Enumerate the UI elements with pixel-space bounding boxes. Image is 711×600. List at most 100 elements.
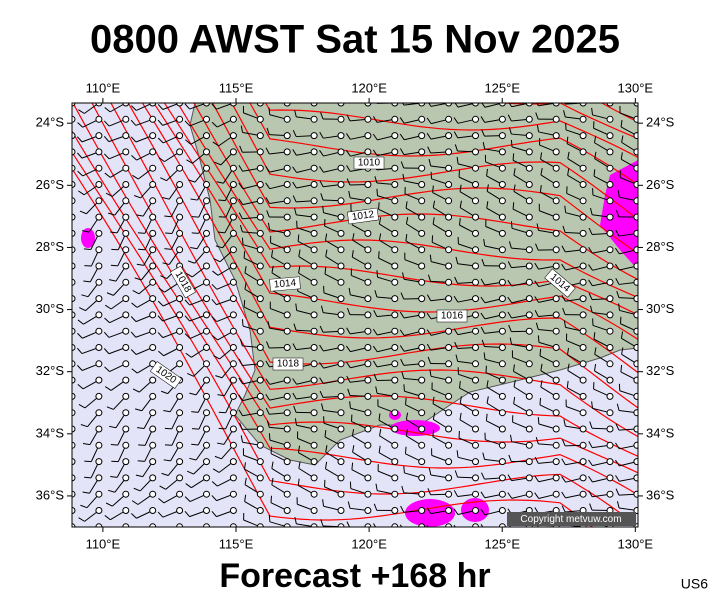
station xyxy=(633,181,638,188)
station xyxy=(633,376,638,384)
station xyxy=(364,132,372,140)
station xyxy=(337,246,345,254)
station xyxy=(418,360,426,368)
station xyxy=(122,262,130,270)
barb-tick xyxy=(482,452,486,460)
station xyxy=(579,262,587,270)
barb-tick xyxy=(162,262,170,265)
station xyxy=(337,392,345,400)
station xyxy=(203,295,210,303)
barb-tick xyxy=(588,227,593,235)
station xyxy=(203,148,210,156)
barb-shaft xyxy=(72,412,73,414)
barb-tick xyxy=(508,454,512,462)
station xyxy=(525,376,533,384)
barb-tick xyxy=(615,263,620,271)
lat-label: 34°S xyxy=(646,425,675,440)
barb-tick xyxy=(297,445,301,453)
station xyxy=(633,213,638,221)
station xyxy=(364,360,372,368)
barb-tick xyxy=(534,280,540,287)
barb-tick xyxy=(588,246,593,254)
barb-tick xyxy=(244,494,247,502)
station xyxy=(310,327,318,335)
station xyxy=(418,507,426,514)
station xyxy=(122,376,130,384)
station xyxy=(391,311,399,319)
station xyxy=(149,132,157,140)
barb-tick xyxy=(110,444,118,446)
barb-tick xyxy=(188,179,196,183)
barb-tick xyxy=(453,490,459,497)
station xyxy=(498,295,506,303)
station xyxy=(72,246,76,254)
barb-shaft xyxy=(72,249,73,251)
barb-tick xyxy=(298,461,301,469)
station xyxy=(176,490,184,498)
barb-tick xyxy=(184,120,191,127)
station xyxy=(525,103,533,107)
barb-tick xyxy=(594,151,597,159)
barb-tick xyxy=(298,249,301,257)
station xyxy=(72,327,76,335)
station xyxy=(176,148,184,156)
station xyxy=(229,246,237,254)
station xyxy=(552,229,560,237)
station xyxy=(229,507,237,514)
barb-tick xyxy=(507,296,513,304)
barb-tick xyxy=(187,372,194,377)
station xyxy=(445,376,453,384)
barb-tick xyxy=(321,403,324,411)
station xyxy=(203,197,210,205)
barb-tick xyxy=(373,310,378,317)
station xyxy=(203,344,210,351)
barb-tick xyxy=(110,264,118,267)
barb-tick xyxy=(76,152,83,159)
station xyxy=(606,344,614,351)
barb-tick xyxy=(513,379,516,387)
barb-tick xyxy=(265,166,271,173)
barb-tick xyxy=(239,339,243,347)
barb-tick xyxy=(324,461,328,469)
barb-shaft xyxy=(72,233,73,235)
barb-tick xyxy=(319,150,324,157)
barb-tick xyxy=(211,511,217,517)
station xyxy=(498,164,506,172)
station xyxy=(472,458,479,466)
station xyxy=(364,115,372,123)
barb-tick xyxy=(137,460,145,462)
barb-tick xyxy=(244,282,247,290)
isobar-label-box xyxy=(353,156,385,170)
barb-tick xyxy=(508,103,513,108)
barb-tick xyxy=(373,116,378,123)
station xyxy=(579,213,587,221)
station xyxy=(472,103,479,107)
barb-tick xyxy=(378,233,382,241)
barb-tick xyxy=(401,371,405,379)
station xyxy=(472,344,479,351)
station xyxy=(498,132,506,140)
station xyxy=(95,327,103,335)
station xyxy=(445,441,453,449)
station xyxy=(418,278,426,286)
station xyxy=(229,148,237,156)
station xyxy=(579,441,587,449)
station xyxy=(72,360,76,368)
station xyxy=(256,278,264,286)
barb-tick xyxy=(427,488,432,495)
station xyxy=(176,392,184,400)
station xyxy=(418,181,426,188)
station xyxy=(203,474,210,482)
barb-tick xyxy=(213,258,221,263)
barb-tick xyxy=(238,358,243,366)
station xyxy=(525,344,533,351)
lon-label: 130°E xyxy=(618,536,654,551)
station xyxy=(72,115,76,123)
station xyxy=(337,103,345,107)
station xyxy=(337,344,345,351)
station xyxy=(256,409,264,417)
barb-tick xyxy=(348,287,351,295)
barb-tick xyxy=(211,299,217,305)
station xyxy=(229,441,237,449)
barb-tick xyxy=(266,127,270,135)
